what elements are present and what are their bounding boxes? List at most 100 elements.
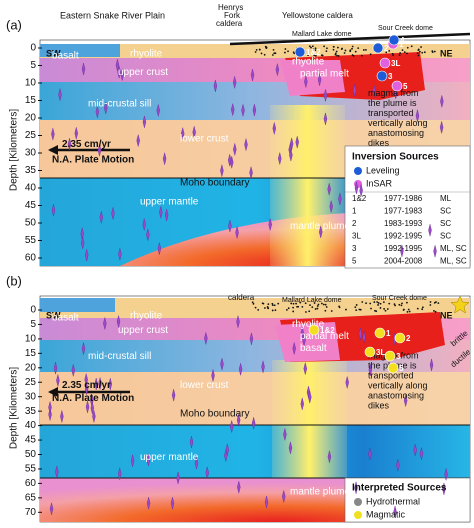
dike (444, 468, 448, 481)
speckle (325, 50, 328, 52)
dike (345, 376, 349, 389)
dike (249, 166, 253, 179)
speckle (417, 48, 420, 51)
dike (142, 218, 146, 231)
speckle (295, 302, 297, 305)
label: NE (440, 310, 453, 320)
legend-cell: 3 (352, 244, 357, 253)
dike (368, 448, 372, 461)
speckle (310, 46, 312, 49)
speckle (433, 50, 436, 53)
speckle (370, 307, 372, 310)
dike (74, 127, 78, 140)
speckle (292, 310, 295, 313)
label: (b) (6, 273, 22, 288)
speckle (379, 302, 382, 305)
speckle (324, 303, 327, 306)
speckle (379, 307, 382, 309)
speckle (340, 48, 343, 50)
speckle (271, 309, 274, 312)
speckle (267, 303, 270, 306)
legend-cell: SC (440, 219, 451, 228)
speckle (344, 49, 347, 52)
speckle (374, 309, 376, 312)
speckle (410, 45, 413, 48)
label: dikes (368, 138, 390, 148)
speckle (402, 309, 405, 311)
dike (288, 441, 293, 454)
speckle (292, 302, 295, 305)
speckle (429, 301, 432, 303)
speckle (431, 51, 434, 53)
dike (97, 144, 102, 157)
label: partial melt (300, 331, 349, 342)
depth-tick-label: 55 (25, 235, 37, 246)
label: caldera (228, 293, 255, 302)
marker-label: 1 (386, 329, 391, 338)
speckle (265, 46, 268, 49)
label: N.A. Plate Motion (52, 393, 134, 404)
depth-tick-label: 0 (30, 305, 36, 316)
label: lower crust (180, 134, 229, 145)
speckle (362, 49, 365, 51)
label: upper crust (118, 325, 168, 336)
legend-cell: 1977-1986 (384, 194, 423, 203)
label: 2.35 cm/yr (62, 139, 111, 150)
label: caldera (216, 19, 243, 28)
dike (81, 342, 86, 355)
depth-tick-label: 15 (25, 348, 37, 359)
dike (117, 66, 121, 79)
depth-tick-label: 30 (25, 148, 37, 159)
speckle (316, 307, 319, 310)
legend-dot (354, 167, 362, 175)
speckle (434, 310, 437, 313)
dike (227, 154, 232, 167)
marker-label: 3 (388, 72, 393, 81)
label: Yellowstone caldera (282, 11, 353, 20)
dike (368, 364, 373, 377)
speckle (313, 302, 316, 304)
legend-cell: 5 (352, 257, 357, 266)
speckle (376, 301, 379, 303)
dike (157, 242, 162, 255)
label: Depth [Kilometers] (9, 367, 20, 449)
dike (317, 73, 322, 86)
speckle (263, 53, 266, 56)
speckle (408, 310, 411, 313)
dike (136, 134, 140, 147)
dike (232, 76, 237, 89)
source-marker (384, 350, 396, 362)
marker-label: 4 (400, 36, 405, 45)
depth-tick-label: 65 (25, 492, 37, 503)
depth-tick-label: 30 (25, 391, 37, 402)
dike (156, 104, 160, 117)
source-marker (379, 57, 391, 69)
dike (300, 327, 305, 340)
depth-tick-label: 70 (25, 507, 37, 518)
speckle (322, 303, 325, 306)
dike (213, 79, 218, 92)
speckle (418, 50, 421, 53)
legend-box (344, 477, 471, 523)
speckle (301, 305, 304, 308)
marker-label: 2 (384, 44, 389, 53)
dike (231, 103, 235, 116)
label: Sour Creek dome (378, 25, 433, 32)
speckle (403, 51, 406, 54)
speckle (311, 306, 314, 309)
label: magma from (368, 88, 419, 98)
speckle (316, 305, 319, 307)
dike (283, 428, 287, 441)
dike (415, 109, 420, 122)
dike (278, 152, 282, 165)
source-marker (394, 332, 406, 344)
speckle (351, 47, 353, 50)
lower-crust-layer (40, 372, 470, 425)
depth-tick-label: 35 (25, 165, 37, 176)
magma-column (272, 360, 347, 478)
dike (354, 181, 359, 194)
dike (228, 219, 232, 233)
basalt-layer (40, 44, 120, 57)
label: upper crust (118, 67, 168, 78)
dike (211, 369, 215, 382)
